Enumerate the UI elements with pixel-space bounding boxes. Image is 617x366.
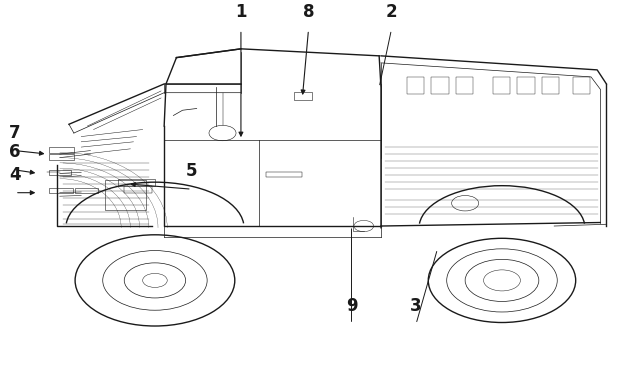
Bar [49, 147, 74, 153]
Bar [573, 77, 590, 94]
Text: 4: 4 [9, 166, 21, 184]
Bar [517, 77, 534, 94]
Text: 9: 9 [346, 298, 357, 315]
Bar [431, 77, 449, 94]
Bar [294, 92, 312, 100]
Bar [542, 77, 559, 94]
Bar [118, 179, 155, 186]
Text: 5: 5 [186, 163, 197, 180]
Text: 7: 7 [9, 124, 21, 142]
Text: 2: 2 [386, 3, 397, 21]
Bar [75, 188, 99, 193]
Bar [407, 77, 424, 94]
Text: 3: 3 [410, 298, 422, 315]
Bar [104, 180, 146, 210]
Bar [49, 188, 73, 193]
Bar [265, 172, 302, 177]
Bar [456, 77, 473, 94]
Bar [49, 169, 71, 175]
Text: 1: 1 [235, 3, 247, 21]
Text: 8: 8 [303, 3, 314, 21]
Bar [124, 186, 152, 193]
Bar [49, 154, 74, 160]
Text: 6: 6 [9, 143, 20, 161]
Bar [493, 77, 510, 94]
